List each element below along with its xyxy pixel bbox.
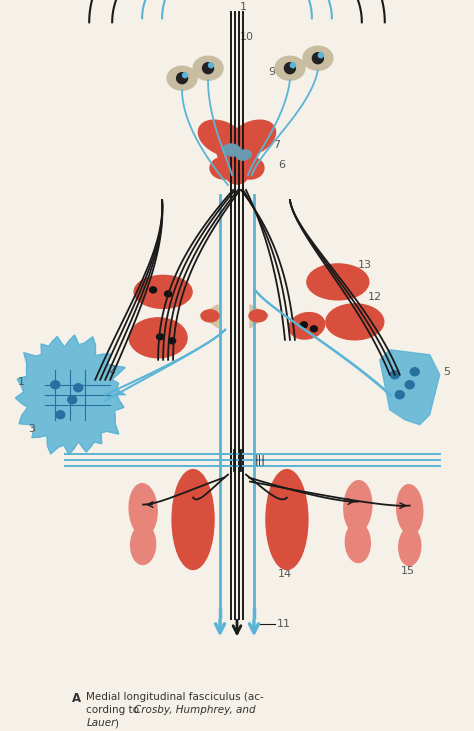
Text: 8: 8 bbox=[325, 54, 332, 64]
Ellipse shape bbox=[193, 56, 223, 80]
Ellipse shape bbox=[275, 56, 305, 80]
Ellipse shape bbox=[210, 157, 238, 179]
Ellipse shape bbox=[399, 528, 421, 566]
Ellipse shape bbox=[134, 276, 192, 308]
Ellipse shape bbox=[410, 368, 419, 376]
Ellipse shape bbox=[167, 67, 197, 90]
Text: ): ) bbox=[114, 719, 118, 728]
Ellipse shape bbox=[307, 264, 369, 300]
Text: Lauer: Lauer bbox=[86, 719, 116, 728]
Ellipse shape bbox=[390, 371, 399, 379]
Text: 2: 2 bbox=[108, 365, 115, 375]
Ellipse shape bbox=[284, 63, 295, 74]
Ellipse shape bbox=[228, 120, 275, 156]
Text: A: A bbox=[72, 692, 82, 705]
Ellipse shape bbox=[236, 157, 264, 179]
Text: 7: 7 bbox=[273, 140, 280, 150]
Text: Crosby, Humphrey, and: Crosby, Humphrey, and bbox=[134, 705, 256, 715]
Ellipse shape bbox=[226, 166, 248, 184]
Text: 11: 11 bbox=[277, 619, 291, 629]
Ellipse shape bbox=[177, 72, 188, 83]
Ellipse shape bbox=[164, 291, 172, 297]
Ellipse shape bbox=[223, 144, 241, 156]
Ellipse shape bbox=[209, 63, 213, 68]
Ellipse shape bbox=[51, 381, 60, 389]
Ellipse shape bbox=[237, 150, 251, 160]
Text: 4: 4 bbox=[308, 329, 315, 338]
Ellipse shape bbox=[201, 310, 219, 322]
Text: Medial longitudinal fasciculus (ac-: Medial longitudinal fasciculus (ac- bbox=[86, 692, 264, 702]
Ellipse shape bbox=[172, 469, 214, 569]
Ellipse shape bbox=[249, 310, 267, 322]
Text: 14: 14 bbox=[278, 569, 292, 580]
Text: 5: 5 bbox=[443, 367, 450, 376]
Polygon shape bbox=[380, 350, 440, 425]
Ellipse shape bbox=[289, 313, 325, 339]
Ellipse shape bbox=[202, 63, 213, 74]
Ellipse shape bbox=[150, 287, 156, 293]
Ellipse shape bbox=[326, 304, 384, 340]
Ellipse shape bbox=[291, 63, 295, 68]
Text: 12: 12 bbox=[368, 292, 382, 302]
Text: 6: 6 bbox=[278, 160, 285, 170]
Ellipse shape bbox=[344, 480, 372, 532]
Ellipse shape bbox=[395, 391, 404, 398]
Text: 3: 3 bbox=[28, 424, 35, 433]
Ellipse shape bbox=[266, 469, 308, 569]
Ellipse shape bbox=[312, 53, 323, 64]
Text: 1: 1 bbox=[18, 376, 25, 387]
Ellipse shape bbox=[129, 318, 187, 357]
Ellipse shape bbox=[182, 72, 188, 77]
Ellipse shape bbox=[129, 484, 157, 536]
Ellipse shape bbox=[346, 523, 370, 562]
Ellipse shape bbox=[303, 46, 333, 70]
Ellipse shape bbox=[217, 138, 257, 166]
Ellipse shape bbox=[301, 322, 308, 327]
Text: 1: 1 bbox=[240, 2, 247, 12]
Text: cording to: cording to bbox=[86, 705, 143, 715]
Ellipse shape bbox=[169, 338, 175, 344]
Ellipse shape bbox=[56, 411, 65, 419]
Ellipse shape bbox=[199, 120, 246, 156]
Ellipse shape bbox=[131, 525, 155, 564]
Text: 9: 9 bbox=[268, 67, 275, 77]
Text: 15: 15 bbox=[401, 567, 415, 577]
Ellipse shape bbox=[310, 326, 318, 332]
Text: 13: 13 bbox=[358, 260, 372, 270]
Text: 10: 10 bbox=[240, 32, 254, 42]
Polygon shape bbox=[250, 305, 268, 327]
Ellipse shape bbox=[405, 381, 414, 389]
Polygon shape bbox=[15, 335, 125, 455]
Ellipse shape bbox=[156, 334, 164, 340]
Text: |||: ||| bbox=[255, 455, 266, 465]
Ellipse shape bbox=[319, 53, 323, 58]
Polygon shape bbox=[200, 305, 218, 327]
Ellipse shape bbox=[74, 384, 83, 392]
Ellipse shape bbox=[68, 395, 77, 404]
Ellipse shape bbox=[397, 485, 423, 534]
